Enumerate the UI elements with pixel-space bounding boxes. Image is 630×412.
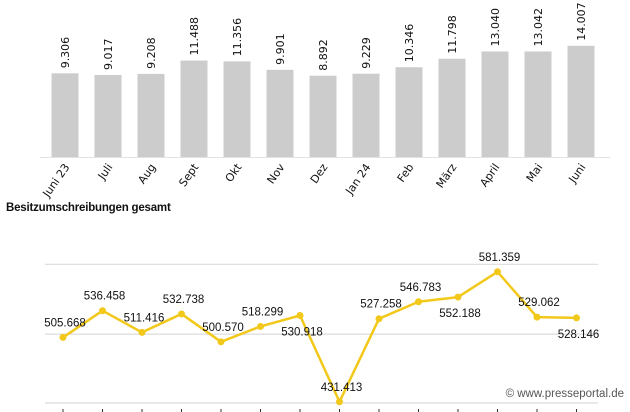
data-label: 529.062 — [518, 297, 560, 309]
bar-value-label: 9.306 — [59, 37, 72, 69]
bar-value-label: 8.892 — [317, 39, 330, 71]
data-label: 581.359 — [479, 252, 521, 264]
bar-value-label: 11.356 — [231, 18, 244, 57]
bar — [266, 69, 294, 157]
data-point — [296, 312, 304, 320]
bar-value-label: 13.040 — [489, 8, 502, 47]
data-label: 518.299 — [242, 306, 284, 318]
bar-value-label: 13.042 — [532, 8, 545, 47]
data-label: 511.416 — [124, 312, 165, 324]
data-label: 546.783 — [400, 282, 442, 294]
data-point — [494, 268, 501, 276]
data-label: 527.258 — [360, 299, 402, 311]
bar — [51, 73, 79, 157]
data-point — [138, 328, 146, 336]
bar — [395, 67, 423, 157]
data-label: 536.458 — [84, 291, 126, 303]
bar — [438, 58, 466, 157]
bar — [481, 51, 509, 157]
bar — [223, 61, 251, 157]
data-point — [336, 398, 343, 406]
data-label: 530.918 — [281, 327, 323, 339]
data-point — [375, 315, 383, 323]
series-line — [62, 270, 577, 404]
bar-value-label: 10.346 — [403, 24, 416, 63]
bar — [137, 73, 165, 157]
data-label: 431.413 — [321, 382, 363, 394]
bar-value-label: 9.901 — [274, 33, 287, 65]
data-point — [573, 314, 580, 322]
bar — [309, 75, 337, 157]
data-label: 552.188 — [439, 308, 481, 320]
data-point — [533, 313, 541, 321]
data-point — [415, 298, 422, 306]
watermark: © www.presseportal.de — [503, 388, 626, 400]
data-label: 528.146 — [558, 329, 600, 341]
bar-value-label: 9.208 — [145, 37, 158, 69]
data-label: 532.738 — [163, 294, 205, 306]
bar-value-label: 9.229 — [360, 37, 373, 69]
bar — [180, 60, 208, 158]
bar-value-label: 9.017 — [102, 39, 115, 71]
data-label: 505.668 — [44, 317, 86, 329]
data-point — [454, 293, 462, 301]
bar-value-label: 11.488 — [188, 17, 201, 56]
data-label: 500.570 — [202, 322, 244, 334]
bar — [524, 51, 552, 157]
data-point — [99, 307, 106, 315]
bar — [567, 45, 595, 157]
bar — [94, 75, 122, 157]
line-chart-title: Besitzumschreibungen gesamt — [6, 202, 171, 214]
data-point — [257, 322, 264, 330]
bar-value-label: 11.798 — [446, 15, 459, 54]
bar-value-label: 14.007 — [575, 2, 588, 41]
data-point — [178, 310, 185, 318]
data-point — [59, 333, 67, 341]
bar — [352, 73, 380, 157]
data-point — [217, 338, 225, 346]
